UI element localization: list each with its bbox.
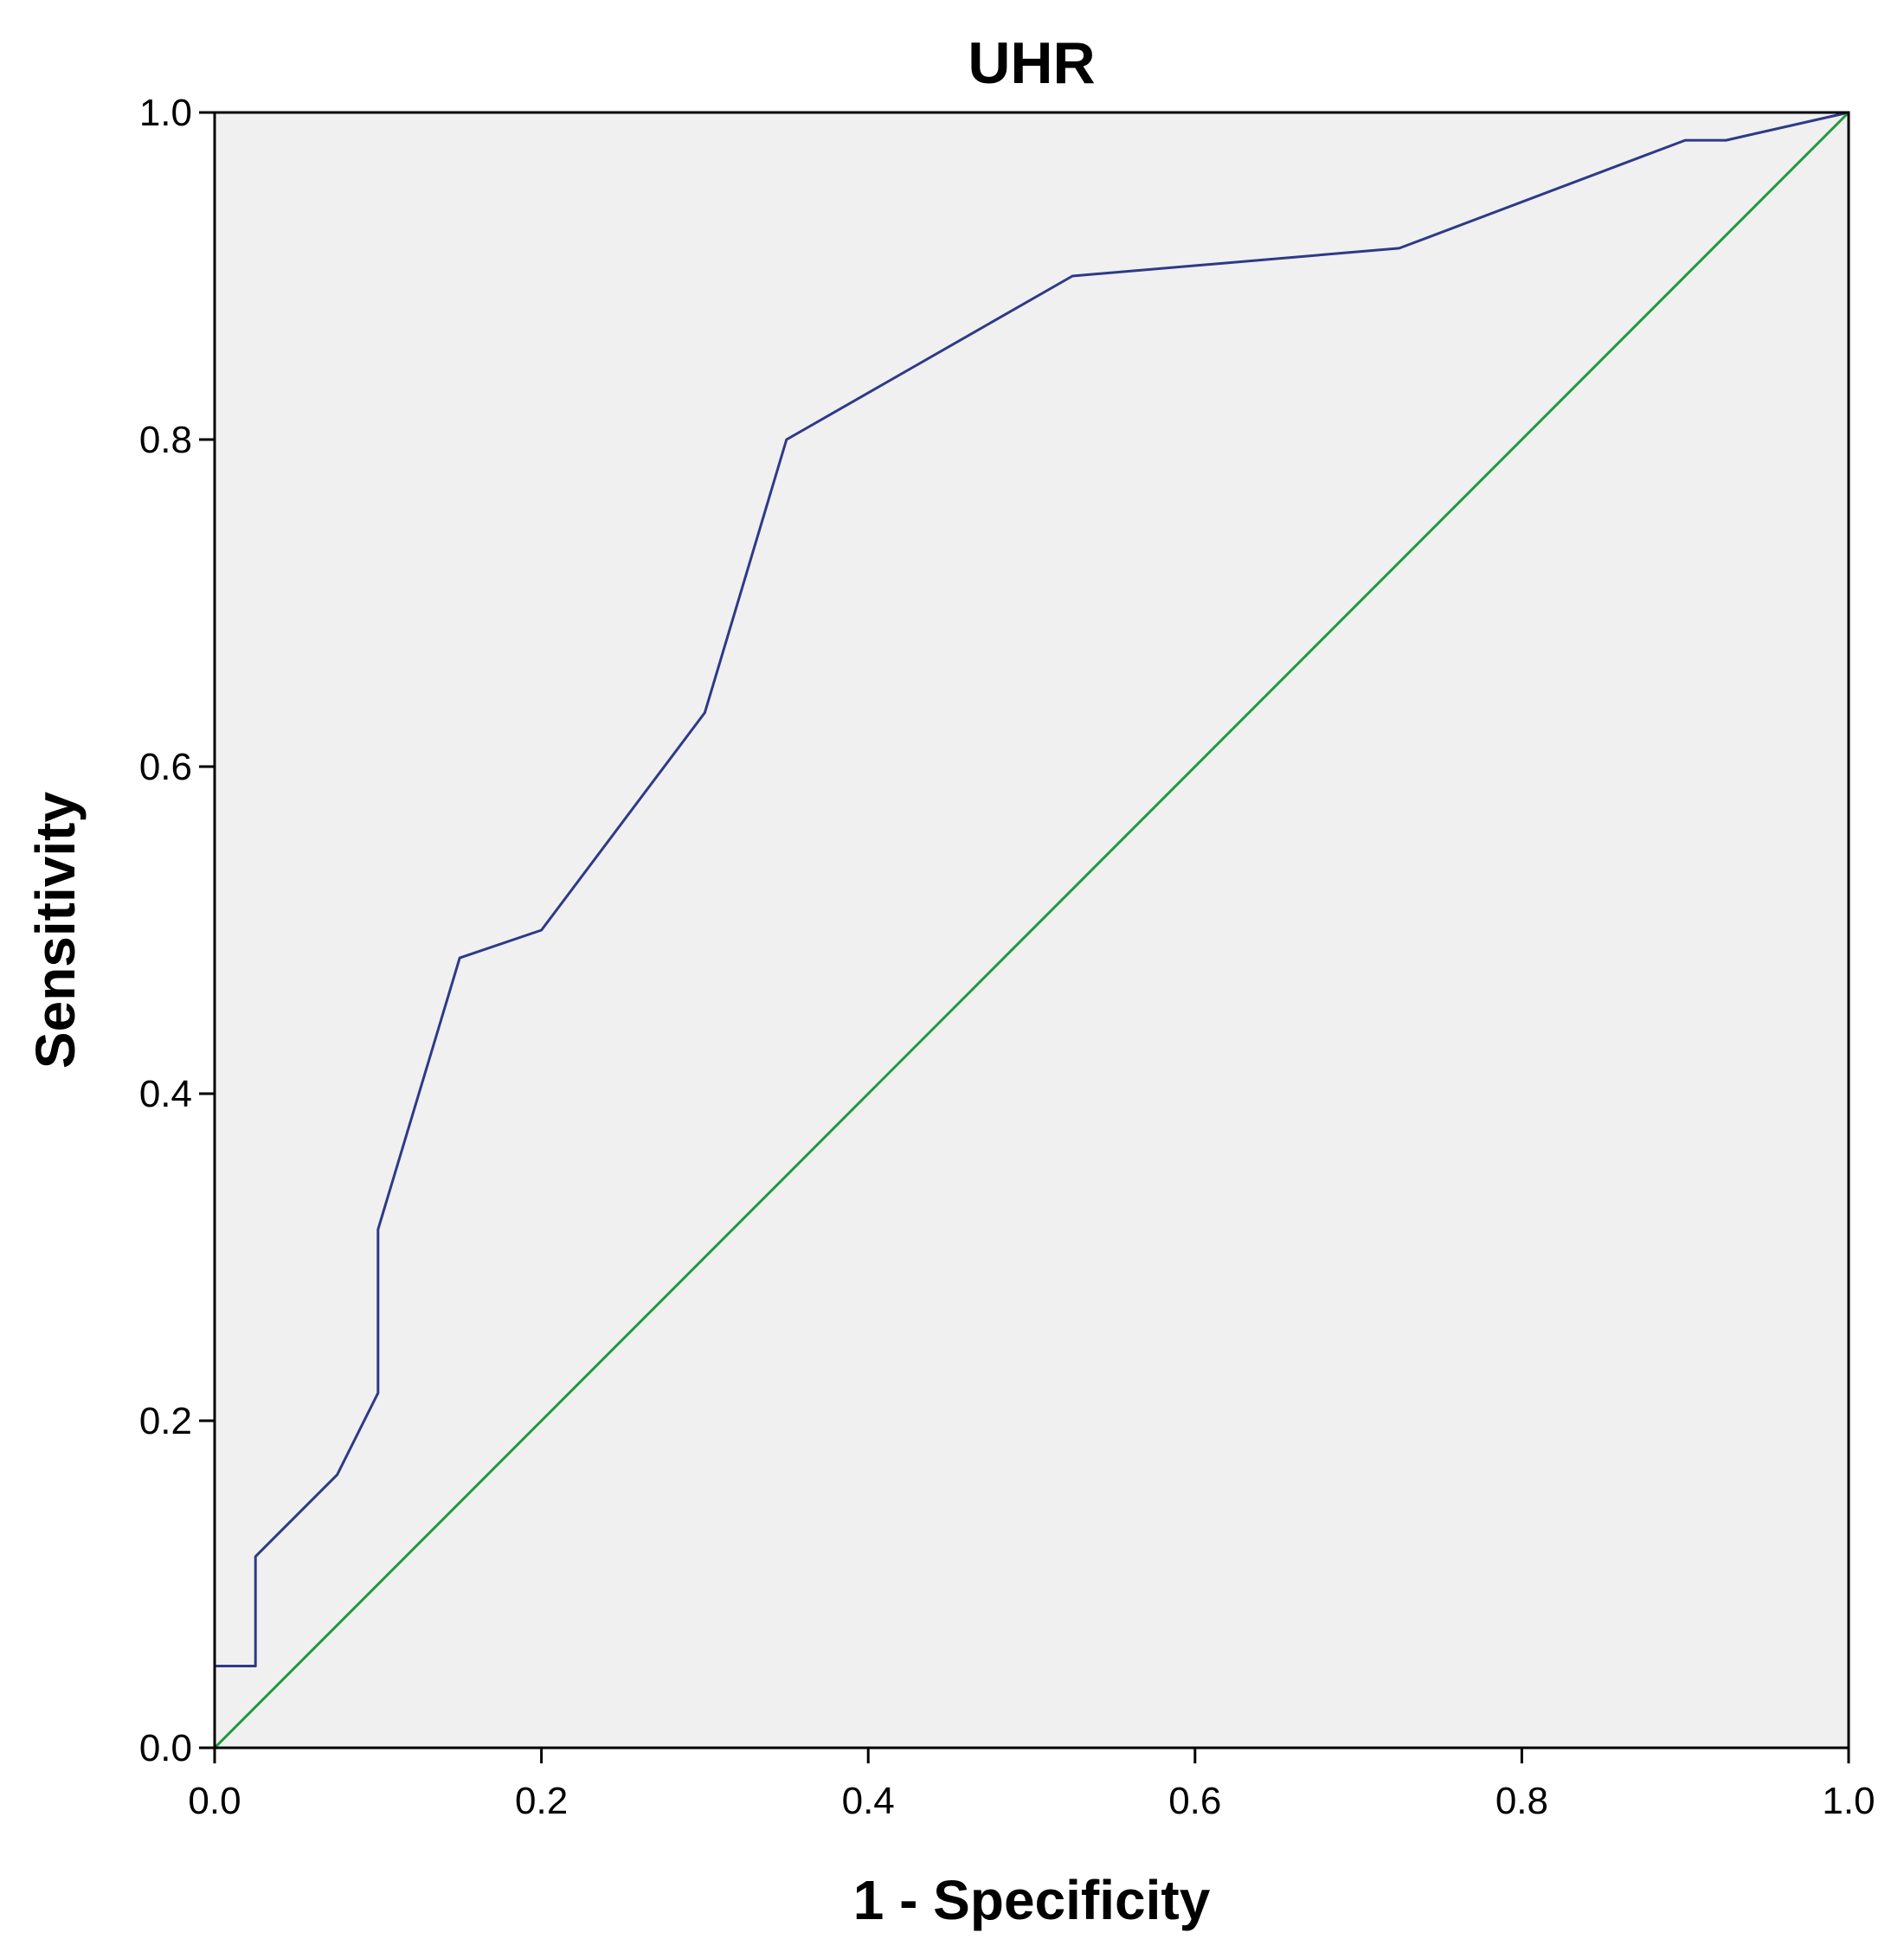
y-axis-label: Sensitivity	[24, 792, 87, 1069]
x-tick-label: 0.0	[188, 1780, 241, 1822]
roc-curve-line	[213, 111, 1849, 1748]
y-tick-label: 0.8	[139, 419, 192, 461]
series-layer	[213, 111, 1850, 1750]
x-tick-label: 0.2	[515, 1780, 568, 1822]
reference-diagonal-line	[213, 111, 1850, 1750]
y-tick-label: 0.4	[139, 1073, 192, 1115]
x-tick-label: 0.4	[842, 1780, 895, 1822]
x-axis-label: 1 - Specificity	[853, 1869, 1211, 1931]
plot-frame	[213, 111, 1850, 1750]
chart-title: UHR	[968, 30, 1095, 96]
y-tick-label: 0.0	[139, 1727, 192, 1769]
x-tick-label: 0.6	[1168, 1780, 1221, 1822]
x-tick-label: 0.8	[1496, 1780, 1548, 1822]
ticks-layer: 0.0 0.2 0.4 0.6 0.8 1.0 0.0 0.2 0.4 0.6 0.8 1.0	[139, 92, 1875, 1822]
y-tick-label: 0.2	[139, 1400, 192, 1442]
x-tick-label: 1.0	[1822, 1780, 1875, 1822]
y-tick-label: 0.6	[139, 746, 192, 788]
y-tick-label: 1.0	[139, 92, 192, 134]
